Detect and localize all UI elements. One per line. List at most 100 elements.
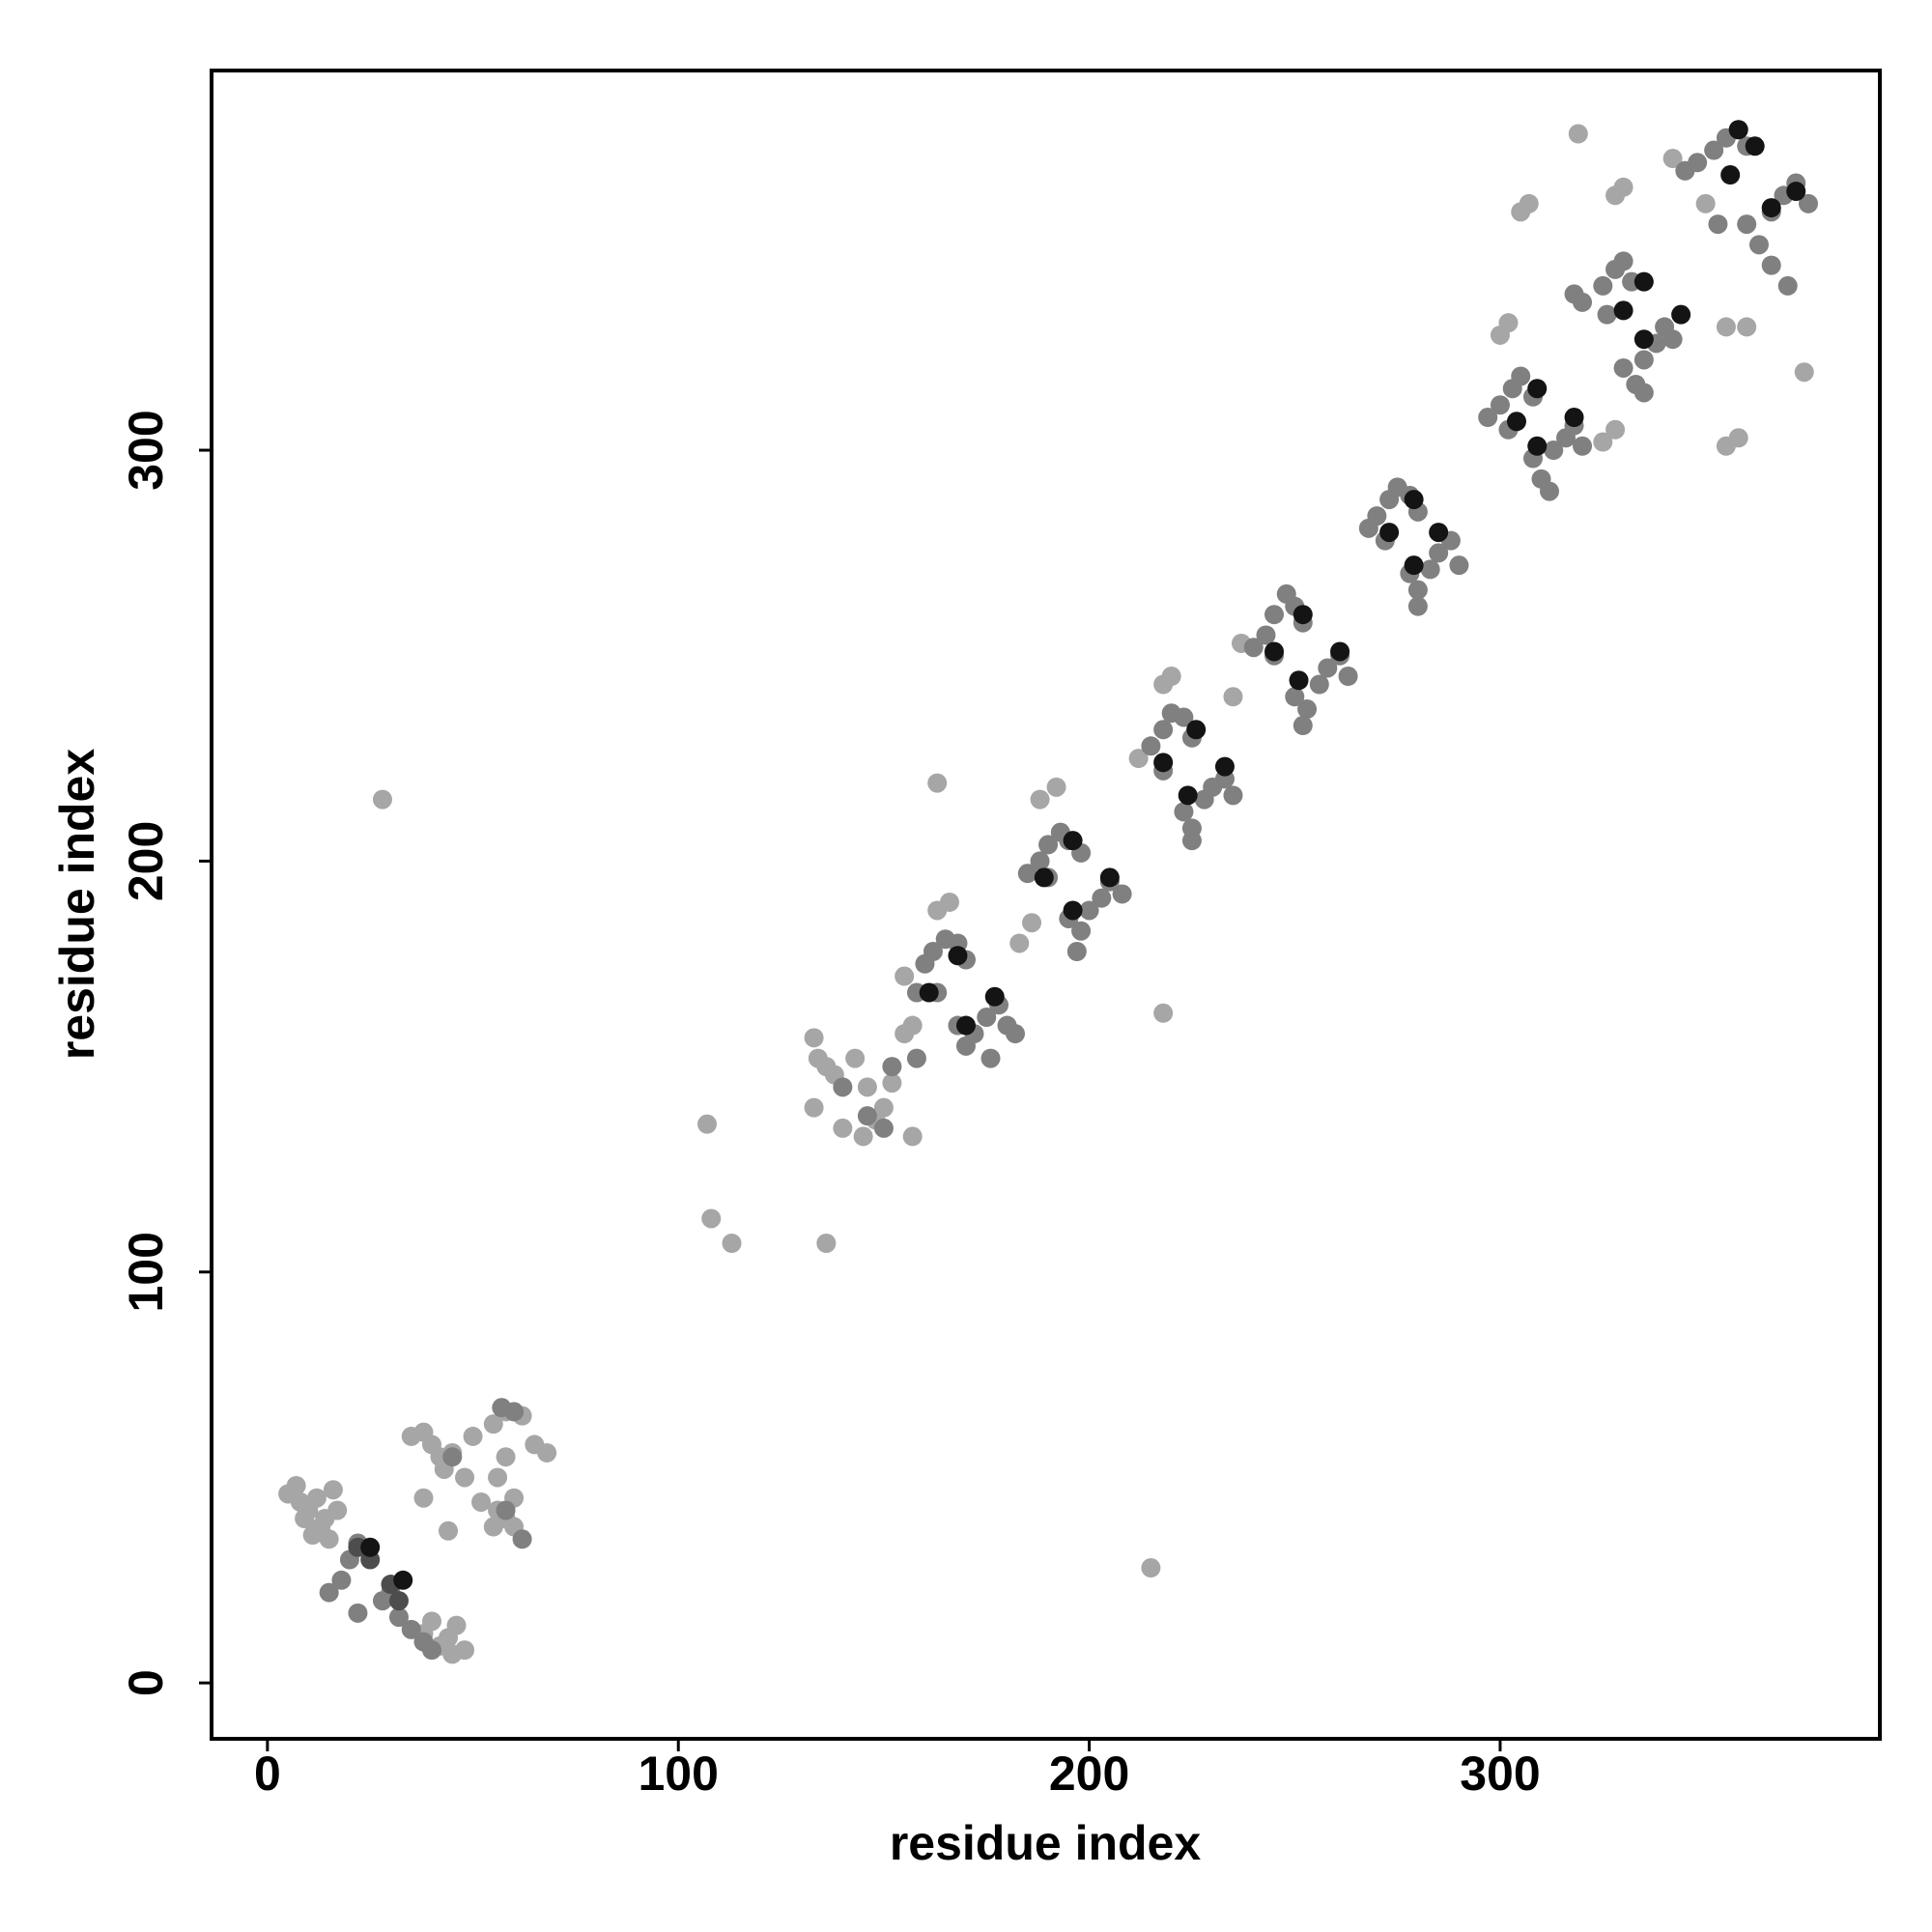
point — [1174, 707, 1194, 727]
point — [455, 1467, 475, 1488]
point — [537, 1442, 557, 1463]
point — [504, 1402, 525, 1422]
point — [1613, 300, 1634, 321]
point — [319, 1582, 339, 1603]
point — [1404, 555, 1424, 576]
point — [1662, 149, 1683, 169]
point — [1728, 120, 1748, 140]
point — [923, 941, 943, 961]
point — [1141, 1558, 1161, 1578]
point — [833, 1077, 853, 1097]
point — [1174, 802, 1194, 822]
point — [401, 1619, 421, 1639]
point — [1605, 419, 1626, 440]
point — [816, 1234, 837, 1254]
point — [1613, 251, 1634, 271]
point — [442, 1447, 463, 1467]
point — [1367, 506, 1387, 526]
point — [1634, 271, 1654, 292]
point — [1613, 177, 1634, 197]
point — [1153, 1003, 1174, 1023]
point — [372, 789, 392, 810]
point — [873, 1118, 894, 1138]
point — [1527, 379, 1548, 399]
point — [483, 1414, 503, 1435]
point — [1662, 329, 1683, 350]
point — [1285, 687, 1305, 707]
point — [1511, 366, 1531, 386]
point — [1017, 864, 1037, 884]
point — [1737, 317, 1757, 337]
x-tick-label: 200 — [1049, 1747, 1129, 1801]
point — [1063, 831, 1083, 851]
point — [1071, 921, 1092, 941]
point — [1030, 789, 1050, 810]
point — [1593, 275, 1613, 296]
point — [1214, 756, 1235, 777]
point — [919, 982, 939, 1003]
point — [1034, 867, 1054, 888]
point — [1289, 670, 1309, 691]
point — [348, 1603, 368, 1623]
point — [1506, 412, 1526, 432]
point — [1720, 165, 1741, 185]
point — [980, 1048, 1001, 1068]
plot-frame — [210, 69, 1882, 1741]
point — [1264, 605, 1285, 625]
point — [1786, 182, 1806, 202]
point — [306, 1488, 327, 1508]
point — [1429, 543, 1449, 563]
point — [939, 892, 959, 912]
point — [488, 1467, 508, 1488]
point — [1573, 436, 1593, 456]
x-tick-label: 300 — [1460, 1747, 1540, 1801]
point — [1379, 523, 1400, 543]
point — [439, 1628, 459, 1648]
point — [1181, 831, 1202, 851]
point — [471, 1492, 492, 1512]
point — [496, 1447, 516, 1467]
x-axis-title: residue index — [890, 1816, 1202, 1870]
point — [927, 773, 948, 793]
point — [1256, 625, 1276, 645]
point — [1407, 580, 1428, 600]
point — [1186, 720, 1207, 740]
y-tick-label: 200 — [119, 821, 173, 901]
point — [857, 1106, 877, 1126]
point — [421, 1611, 441, 1632]
point — [1407, 596, 1428, 616]
point — [1022, 913, 1042, 933]
point — [1708, 214, 1728, 235]
point — [882, 1057, 902, 1077]
point — [1293, 716, 1313, 736]
point — [804, 1097, 824, 1118]
point — [1745, 136, 1765, 156]
point — [1748, 235, 1769, 255]
point — [1613, 357, 1634, 378]
point — [1153, 674, 1174, 695]
point — [1478, 408, 1498, 428]
point — [882, 1073, 902, 1094]
point — [1153, 720, 1174, 740]
point — [1079, 900, 1099, 921]
point — [512, 1529, 532, 1549]
point — [1099, 867, 1120, 888]
point — [1153, 753, 1174, 773]
point — [1716, 317, 1736, 337]
point — [1092, 888, 1112, 908]
point — [1112, 884, 1132, 904]
point — [393, 1570, 413, 1590]
point — [295, 1509, 315, 1529]
point — [463, 1426, 483, 1446]
point — [1634, 329, 1654, 350]
point — [1761, 198, 1781, 218]
point — [1498, 313, 1519, 333]
point — [455, 1640, 475, 1661]
point — [1634, 350, 1654, 370]
point — [1634, 383, 1654, 403]
point — [1006, 1024, 1026, 1044]
point — [984, 986, 1005, 1007]
point — [1046, 777, 1066, 797]
point — [845, 1048, 866, 1068]
point — [1338, 666, 1358, 686]
